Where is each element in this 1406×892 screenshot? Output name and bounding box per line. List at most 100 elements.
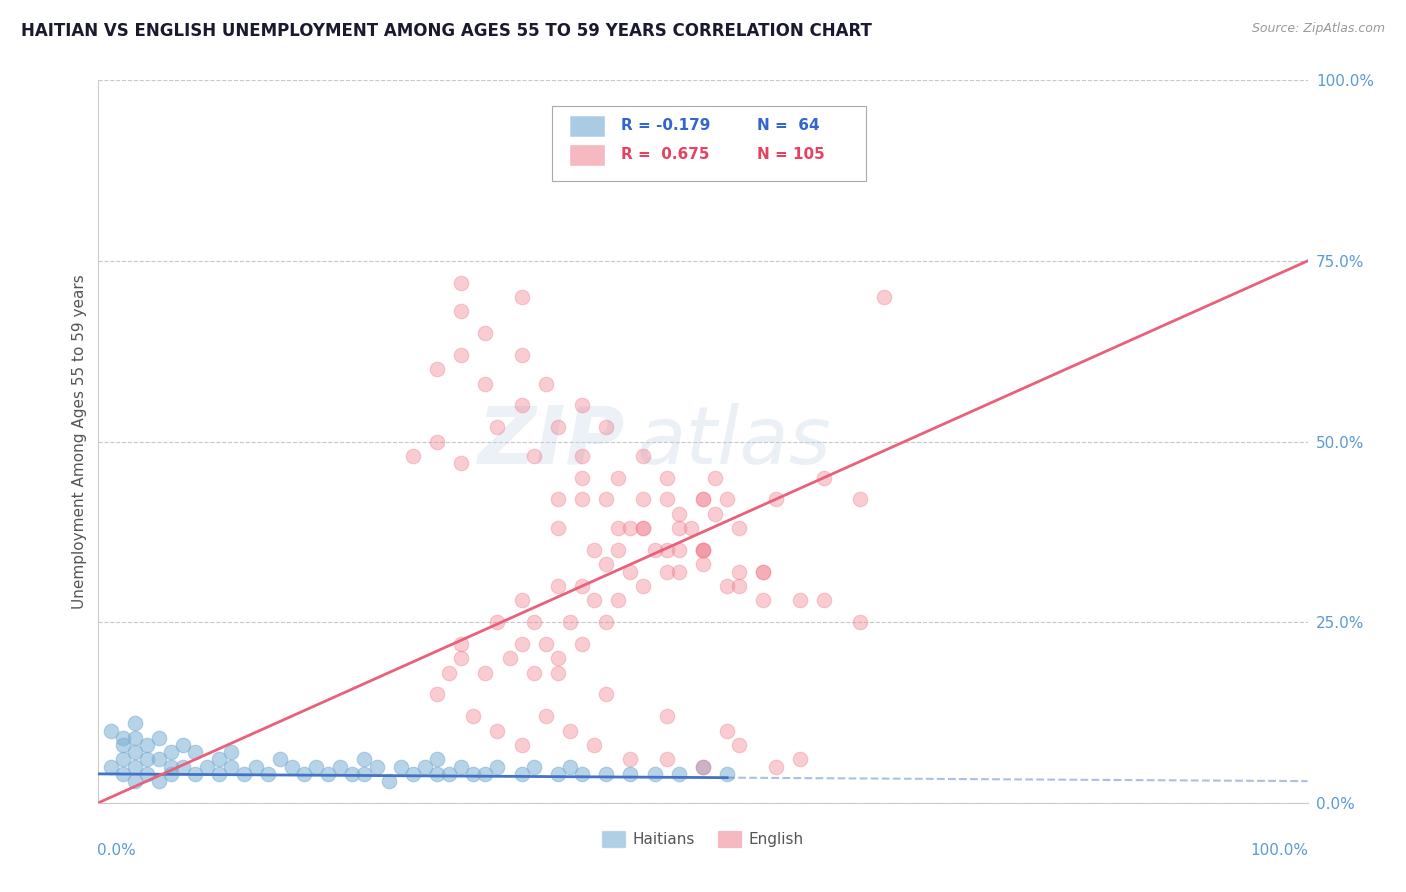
Point: [607, 542, 630, 557]
Point: [547, 492, 569, 507]
Point: [463, 767, 485, 781]
Point: [692, 492, 714, 507]
Point: [849, 615, 872, 630]
Point: [692, 492, 714, 507]
Point: [389, 760, 412, 774]
Text: ZIP: ZIP: [477, 402, 624, 481]
Point: [813, 593, 835, 607]
Point: [245, 760, 267, 774]
Point: [426, 767, 449, 781]
Point: [655, 565, 678, 579]
Point: [692, 760, 714, 774]
Text: N =  64: N = 64: [758, 119, 820, 133]
Point: [571, 637, 593, 651]
Point: [692, 542, 714, 557]
Point: [124, 731, 146, 745]
Point: [221, 760, 243, 774]
Point: [510, 348, 533, 362]
FancyBboxPatch shape: [569, 145, 603, 165]
Point: [547, 579, 569, 593]
Point: [474, 326, 496, 340]
Point: [523, 665, 546, 680]
Point: [148, 774, 170, 789]
Text: 100.0%: 100.0%: [1251, 843, 1309, 857]
Point: [184, 767, 207, 781]
Point: [547, 420, 569, 434]
Point: [692, 760, 714, 774]
Point: [510, 767, 533, 781]
Point: [644, 767, 666, 781]
Point: [704, 507, 727, 521]
Point: [160, 767, 183, 781]
Point: [547, 767, 569, 781]
Text: Source: ZipAtlas.com: Source: ZipAtlas.com: [1251, 22, 1385, 36]
Point: [269, 752, 291, 766]
Point: [510, 593, 533, 607]
Point: [679, 521, 702, 535]
Point: [765, 492, 787, 507]
Point: [655, 752, 678, 766]
Point: [619, 565, 641, 579]
Point: [450, 348, 472, 362]
Point: [716, 579, 738, 593]
Point: [111, 767, 134, 781]
Point: [124, 745, 146, 759]
Point: [873, 290, 896, 304]
Point: [668, 565, 690, 579]
Point: [728, 565, 751, 579]
Point: [655, 542, 678, 557]
Point: [655, 492, 678, 507]
Point: [172, 760, 194, 774]
Point: [498, 651, 520, 665]
Point: [547, 665, 569, 680]
Point: [184, 745, 207, 759]
Point: [510, 290, 533, 304]
Point: [571, 579, 593, 593]
Point: [752, 565, 775, 579]
Point: [316, 767, 339, 781]
Point: [111, 731, 134, 745]
Text: R =  0.675: R = 0.675: [621, 147, 709, 162]
Point: [100, 760, 122, 774]
Point: [631, 449, 654, 463]
Point: [474, 665, 496, 680]
Point: [100, 723, 122, 738]
Point: [534, 637, 557, 651]
Point: [716, 767, 738, 781]
Point: [450, 651, 472, 665]
Point: [583, 738, 606, 752]
Point: [402, 449, 425, 463]
Point: [353, 767, 375, 781]
Point: [692, 558, 714, 572]
Y-axis label: Unemployment Among Ages 55 to 59 years: Unemployment Among Ages 55 to 59 years: [72, 274, 87, 609]
Point: [256, 767, 278, 781]
Point: [668, 767, 690, 781]
Point: [595, 615, 617, 630]
Point: [595, 558, 617, 572]
Point: [704, 470, 727, 484]
Point: [655, 470, 678, 484]
Point: [668, 542, 690, 557]
Point: [474, 376, 496, 391]
Point: [571, 492, 593, 507]
Point: [547, 651, 569, 665]
Point: [437, 665, 460, 680]
Point: [789, 752, 811, 766]
Point: [765, 760, 787, 774]
Point: [644, 542, 666, 557]
Point: [631, 492, 654, 507]
Point: [135, 738, 157, 752]
Point: [728, 738, 751, 752]
Point: [426, 752, 449, 766]
Point: [474, 767, 496, 781]
Point: [510, 637, 533, 651]
Point: [160, 745, 183, 759]
Point: [547, 521, 569, 535]
Point: [486, 760, 509, 774]
Point: [619, 767, 641, 781]
Point: [607, 470, 630, 484]
Point: [619, 752, 641, 766]
Point: [523, 449, 546, 463]
Point: [728, 579, 751, 593]
Point: [135, 752, 157, 766]
